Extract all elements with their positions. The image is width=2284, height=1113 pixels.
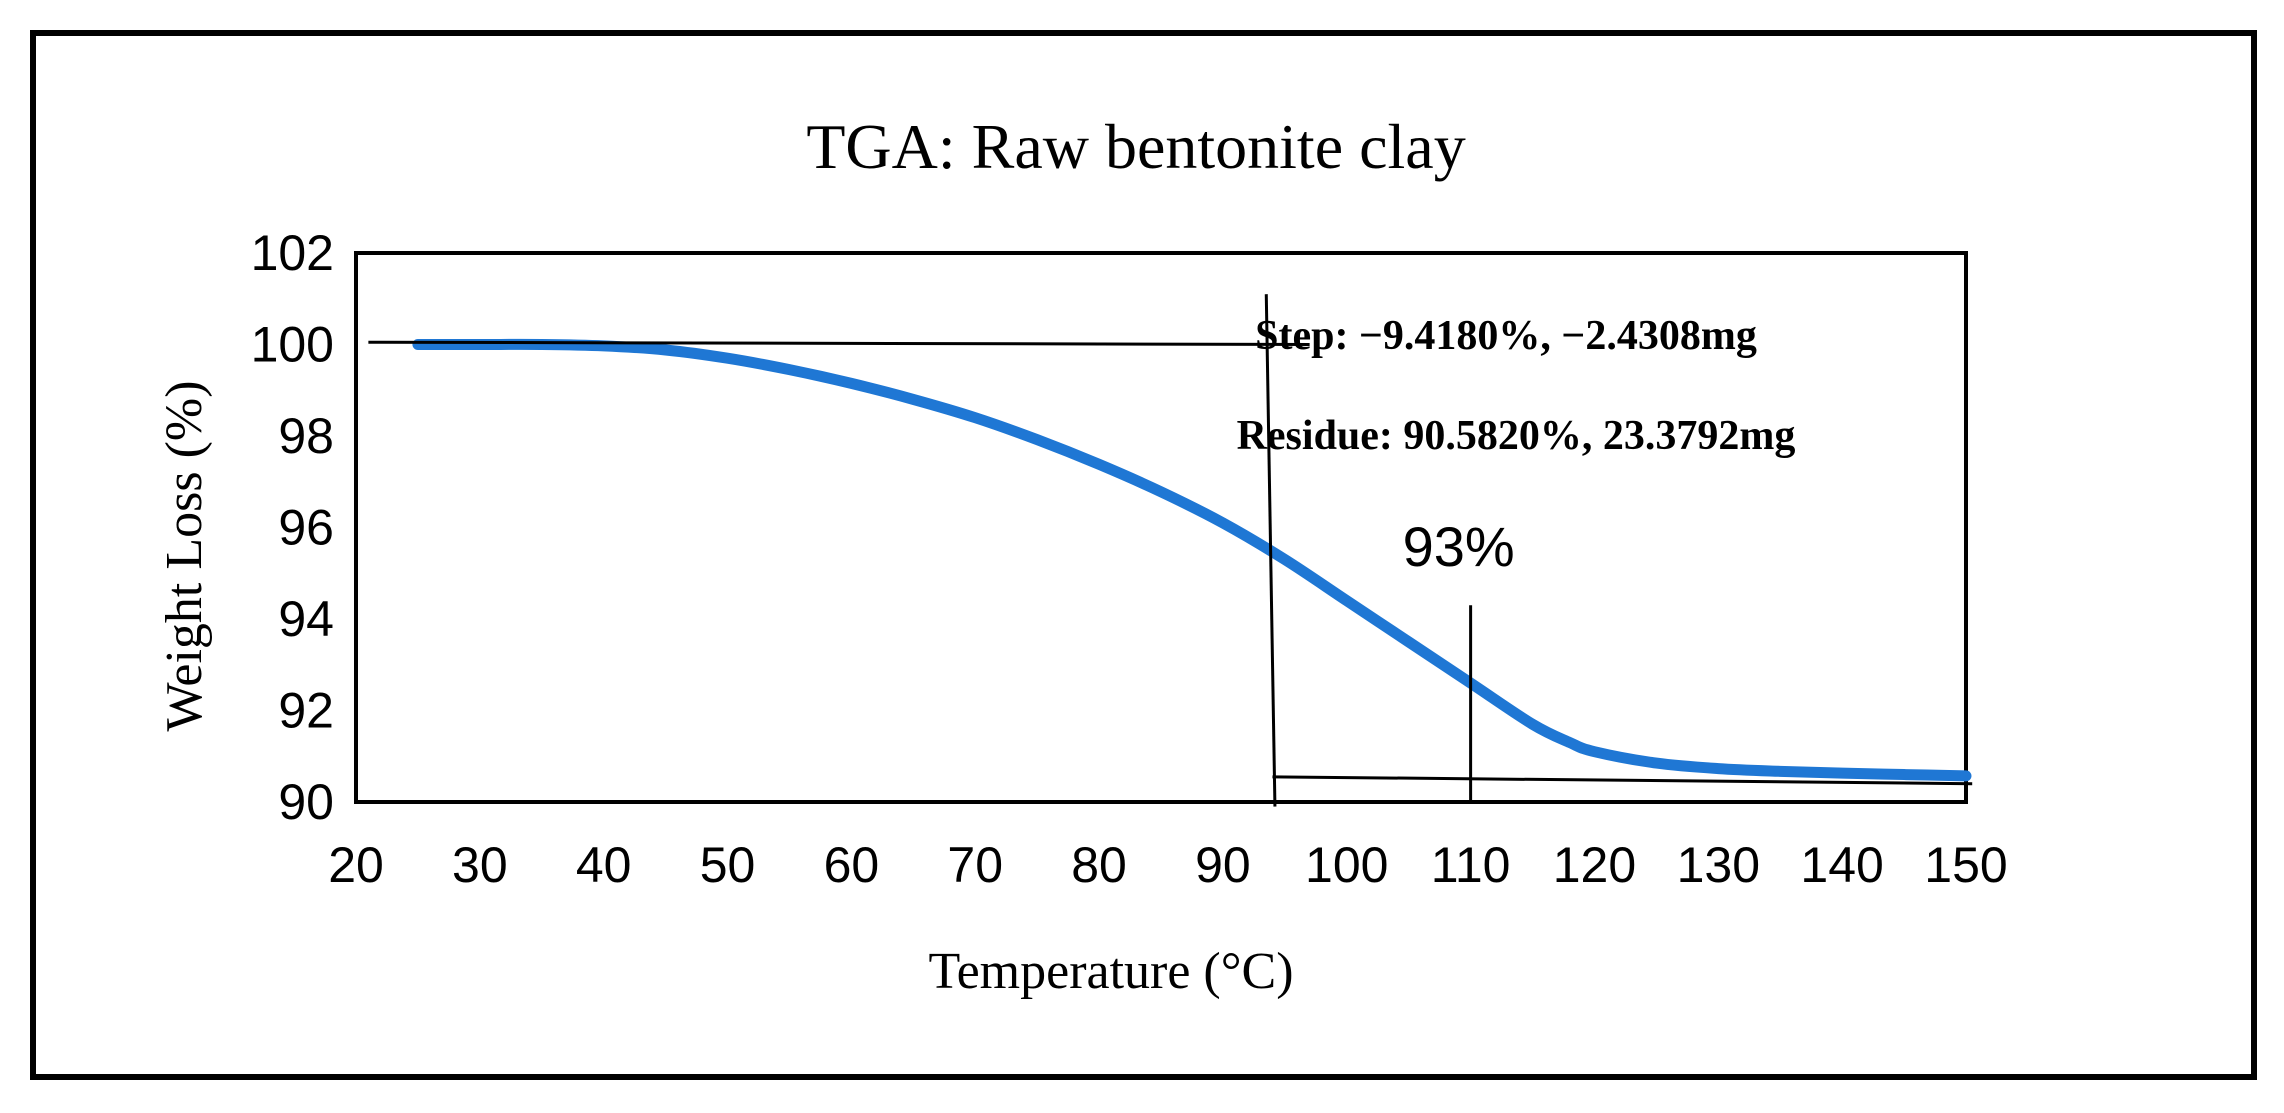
x-tick-label: 110 <box>1431 837 1511 893</box>
plot-border <box>354 251 1968 804</box>
x-tick-label: 40 <box>576 837 632 893</box>
x-tick-label: 100 <box>1305 837 1388 893</box>
residue-annotation: Residue: 90.5820%, 23.3792mg <box>1237 413 1796 459</box>
y-tick-label: 102 <box>251 225 334 281</box>
x-tick-label: 70 <box>947 837 1003 893</box>
x-tick-label: 150 <box>1924 837 2007 893</box>
figure-frame: TGA: Raw bentonite clay 90 92 94 96 98 100 102… <box>30 30 2257 1080</box>
midpoint-annotation: 93% <box>1403 515 1515 578</box>
tga-curve <box>412 338 1972 782</box>
y-tick-label: 92 <box>278 683 334 739</box>
y-tick-label: 100 <box>251 317 334 373</box>
x-axis-label: Temperature (°C) <box>928 943 1293 1000</box>
x-tick-label: 90 <box>1195 837 1251 893</box>
plot-area: 90 92 94 96 98 100 102 20 30 40 50 60 70 80 90 100 110 12… <box>251 225 2008 893</box>
y-tick-label: 98 <box>278 408 334 464</box>
y-axis-label: Weight Loss (%) <box>156 380 213 731</box>
step-annotation: Step: −9.4180%, −2.4308mg <box>1255 313 1757 359</box>
x-tick-label: 80 <box>1071 837 1127 893</box>
x-tick-label: 50 <box>700 837 756 893</box>
y-tick-label: 90 <box>278 774 334 830</box>
x-tick-label: 20 <box>328 837 384 893</box>
chart-title: TGA: Raw bentonite clay <box>806 111 1465 182</box>
baseline-end-line <box>1272 775 1973 786</box>
x-tick-label: 140 <box>1800 837 1883 893</box>
baseline-start-line <box>368 340 1310 346</box>
annotations: Step: −9.4180%, −2.4308mg Residue: 90.582… <box>368 294 1973 807</box>
x-tick-label: 130 <box>1677 837 1760 893</box>
x-tick-label: 120 <box>1553 837 1636 893</box>
y-tick-label: 96 <box>278 500 334 556</box>
y-tick-label: 94 <box>278 591 334 647</box>
tga-chart: TGA: Raw bentonite clay 90 92 94 96 98 100 102… <box>156 111 2008 1000</box>
x-tick-label: 30 <box>452 837 508 893</box>
onset-line <box>1264 294 1277 807</box>
x-tick-label: 60 <box>824 837 880 893</box>
